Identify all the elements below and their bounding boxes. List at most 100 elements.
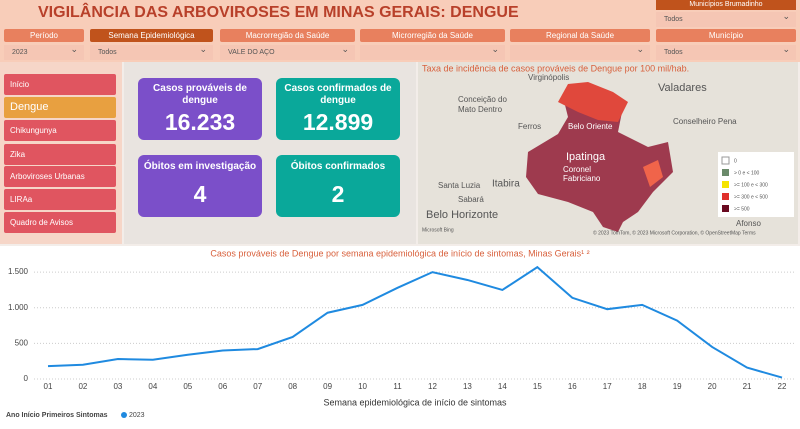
dropdown[interactable]: Todos xyxy=(656,9,796,27)
map-credit: © 2023 TomTom, © 2023 Microsoft Corporat… xyxy=(593,229,756,236)
dropdown[interactable] xyxy=(360,42,505,60)
x-tick-label: 02 xyxy=(78,382,87,391)
x-tick-label: 11 xyxy=(393,382,402,391)
map-title: Taxa de incidência de casos prováveis de… xyxy=(422,63,689,73)
filter-label: Municípios Brumadinho xyxy=(656,0,796,10)
place-label: Valadares xyxy=(658,82,707,94)
legend-label: >= 300 e < 500 xyxy=(734,194,768,200)
x-tick-label: 10 xyxy=(358,382,367,391)
x-tick-label: 05 xyxy=(183,382,192,391)
legend-label: >= 500 xyxy=(734,206,750,212)
x-tick-label: 07 xyxy=(253,382,262,391)
place-label: Santa Luzia xyxy=(438,181,481,190)
nav-button[interactable]: Chikungunya xyxy=(4,120,116,141)
place-label: Conselheiro Pena xyxy=(673,117,737,126)
place-label: Belo Oriente xyxy=(568,122,613,131)
nav-button[interactable]: Quadro de Avisos xyxy=(4,212,116,233)
kpi-label: Casos confirmados de dengue xyxy=(284,83,392,106)
filter-label: Regional da Saúde xyxy=(510,29,650,42)
dropdown[interactable]: 2023 xyxy=(4,42,84,60)
filter-label: Macrorregião da Saúde xyxy=(220,29,355,42)
legend-swatch xyxy=(722,205,729,212)
place-label: Mato Dentro xyxy=(458,105,503,114)
place-label: Conceição do xyxy=(458,95,507,104)
y-tick-label: 500 xyxy=(15,338,29,347)
dropdown[interactable] xyxy=(510,42,650,60)
filter-label: Microrregião da Saúde xyxy=(360,29,505,42)
line-chart: Casos prováveis de Dengue por semana epi… xyxy=(0,246,800,429)
dropdown[interactable]: Todos xyxy=(90,42,213,60)
nav-button[interactable]: Zika xyxy=(4,144,116,165)
map: Taxa de incidência de casos prováveis de… xyxy=(418,62,798,244)
legend-marker xyxy=(121,412,127,418)
dropdown[interactable]: Todos xyxy=(656,42,796,60)
legend-title: Ano Início Primeiros Sintomas xyxy=(6,412,108,419)
map-brand: Microsoft Bing xyxy=(422,227,454,233)
line-series xyxy=(47,265,783,379)
x-tick-label: 14 xyxy=(498,382,507,391)
legend-label: > 0 e < 100 xyxy=(734,170,760,176)
place-label: Belo Horizonte xyxy=(426,209,498,221)
kpi-card: Óbitos em investigação 4 xyxy=(138,155,262,217)
kpi-label: Óbitos em investigação xyxy=(143,161,257,172)
filter-label: Período xyxy=(4,29,84,42)
place-label: Sabará xyxy=(458,195,484,204)
kpi-card: Casos confirmados de dengue 12.899 xyxy=(276,78,400,140)
dropdown[interactable]: VALE DO AÇO xyxy=(220,42,355,60)
x-axis-title: Semana epidemiológica de início de sinto… xyxy=(323,397,507,407)
kpi-value: 4 xyxy=(193,181,207,207)
y-tick-label: 1.000 xyxy=(8,303,29,312)
place-label: Ipatinga xyxy=(566,151,606,163)
place-label: Ferros xyxy=(518,122,541,131)
nav-button[interactable]: Arboviroses Urbanas xyxy=(4,166,116,187)
legend-swatch xyxy=(722,181,729,188)
kpi-label: Casos prováveis de dengue xyxy=(153,83,247,106)
region-shape xyxy=(643,160,663,187)
nav-button[interactable]: Dengue xyxy=(4,97,116,118)
x-tick-label: 16 xyxy=(568,382,577,391)
kpi-value: 12.899 xyxy=(302,109,374,135)
x-tick-label: 15 xyxy=(533,382,542,391)
x-tick-label: 22 xyxy=(778,382,787,391)
place-label: Coronel xyxy=(563,165,591,174)
filter-label: Município xyxy=(656,29,796,42)
x-tick-label: 09 xyxy=(323,382,332,391)
x-tick-label: 03 xyxy=(113,382,122,391)
place-label: Afonso xyxy=(736,219,761,228)
nav-button[interactable]: LIRAa xyxy=(4,189,116,210)
x-tick-label: 12 xyxy=(428,382,437,391)
legend-swatch xyxy=(722,193,729,200)
kpi-card: Óbitos confirmados 2 xyxy=(276,155,400,217)
page-title: VIGILÂNCIA DAS ARBOVIROSES EM MINAS GERA… xyxy=(38,4,519,21)
kpi-value: 16.233 xyxy=(164,109,236,135)
chart-title: Casos prováveis de Dengue por semana epi… xyxy=(210,248,589,258)
legend-label: 2023 xyxy=(129,412,145,419)
place-label: Fabriciano xyxy=(563,174,601,183)
legend-swatch xyxy=(721,156,730,165)
x-tick-label: 21 xyxy=(743,382,752,391)
x-tick-label: 19 xyxy=(673,382,682,391)
legend-swatch xyxy=(722,169,729,176)
y-tick-label: 0 xyxy=(24,374,29,383)
legend-label: >= 100 e < 300 xyxy=(734,182,768,188)
x-tick-label: 13 xyxy=(463,382,472,391)
x-tick-label: 04 xyxy=(148,382,157,391)
place-label: Itabira xyxy=(492,179,520,190)
x-tick-label: 06 xyxy=(218,382,227,391)
y-tick-label: 1.500 xyxy=(8,267,29,276)
x-tick-label: 17 xyxy=(603,382,612,391)
x-tick-label: 08 xyxy=(288,382,297,391)
legend-label: 0 xyxy=(734,158,737,164)
region-shape xyxy=(526,90,673,232)
kpi-label: Óbitos confirmados xyxy=(290,161,386,172)
x-tick-label: 20 xyxy=(708,382,717,391)
nav-button[interactable]: Início xyxy=(4,74,116,95)
region-shape xyxy=(558,82,628,122)
kpi-value: 2 xyxy=(331,181,345,207)
filter-label: Semana Epidemiológica xyxy=(90,29,213,42)
x-tick-label: 01 xyxy=(44,382,53,391)
kpi-card: Casos prováveis de dengue 16.233 xyxy=(138,78,262,140)
place-label: Virginópolis xyxy=(528,73,569,82)
legend-box xyxy=(718,152,794,217)
